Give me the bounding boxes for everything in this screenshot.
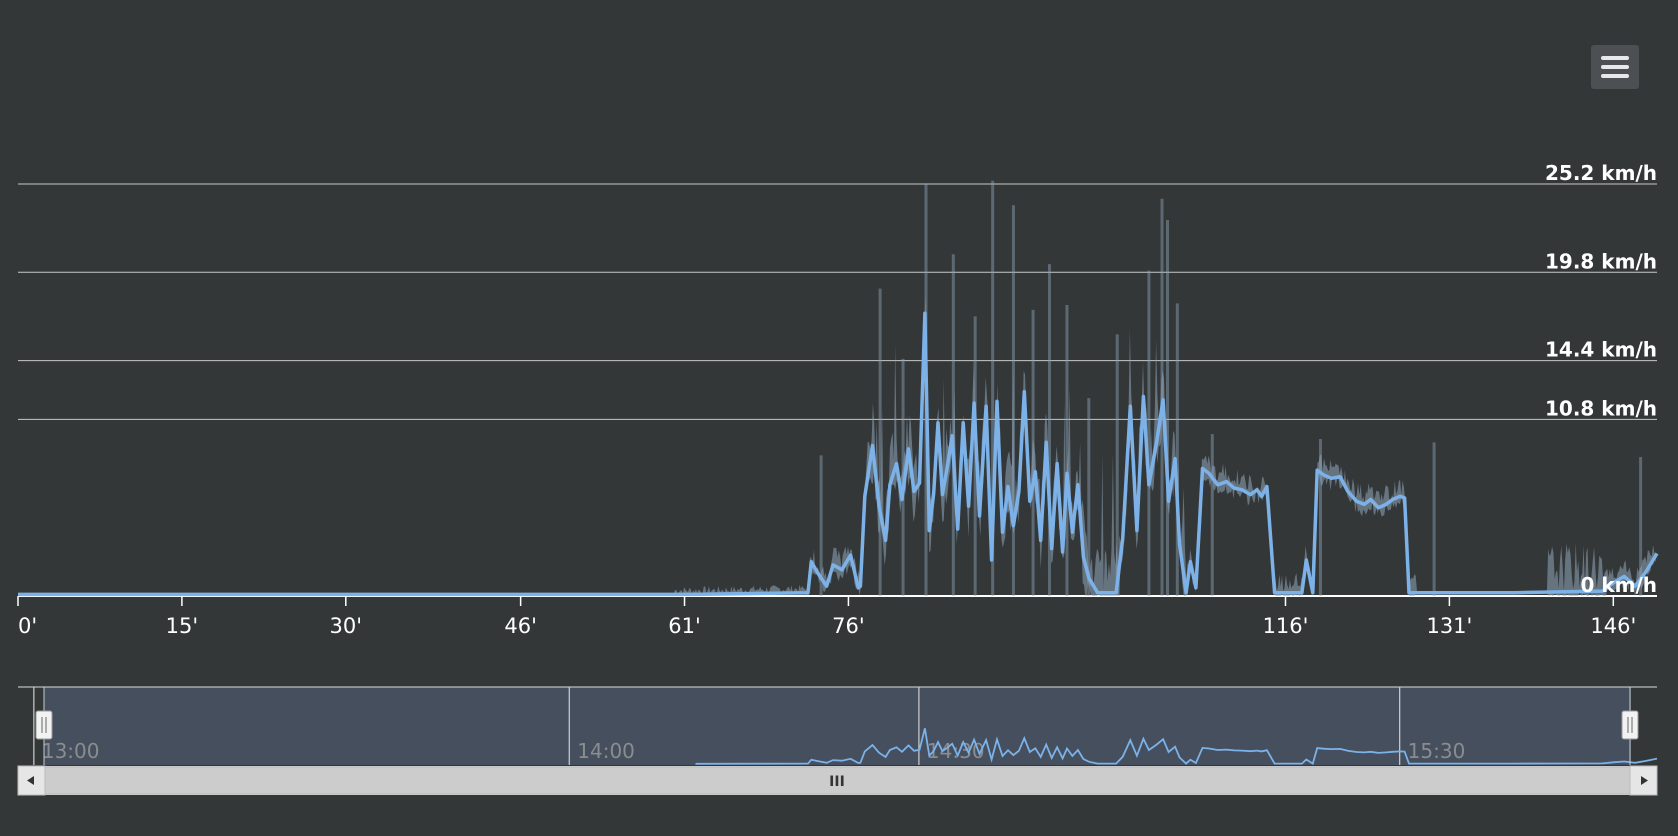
scrollbar[interactable]: III [17,765,1658,796]
x-tick-label: 46' [504,614,537,638]
y-tick-label: 25.2 km/h [1545,161,1657,185]
raw-speed-band [18,294,1656,596]
y-tick-label: 0 km/h [1580,573,1657,597]
navigator-time-label: 14:00 [577,739,635,763]
x-tick-label: 146' [1590,614,1636,638]
scrollbar-grip-icon: III [829,774,845,790]
x-tick-label: 116' [1263,614,1309,638]
y-tick-label: 14.4 km/h [1545,338,1657,362]
chart-menu-button[interactable] [1591,45,1639,89]
x-tick-label: 76' [832,614,865,638]
arrow-left-icon [27,776,34,785]
navigator[interactable]: 13:00 14:00 14:30 15:30 [18,686,1658,766]
x-tick-label: 30' [330,614,363,638]
y-tick-label: 10.8 km/h [1545,396,1657,420]
speed-line [18,311,1659,597]
hamburger-menu-icon-bar [1601,74,1629,78]
gridlines [18,183,1657,597]
y-axis-labels: 0 km/h 10.8 km/h 14.4 km/h 19.8 km/h 25.2 km… [1545,161,1657,597]
navigator-left-handle[interactable] [35,710,53,740]
x-axis: 0' 15' 30' 46' 61' 76' 116' 131' 146' [17,596,1636,638]
navigator-series-line [695,728,1658,766]
x-tick-label: 15' [166,614,199,638]
hamburger-menu-icon [1601,56,1629,60]
navigator-time-label: 13:00 [42,739,100,763]
x-tick-label: 61' [668,614,701,638]
y-tick-label: 19.8 km/h [1545,249,1657,273]
speed-series-line [18,311,1659,597]
x-tick-label: 0' [18,614,37,638]
hamburger-menu-icon-bar [1601,65,1629,69]
navigator-selected-range [44,687,1631,765]
arrow-right-icon [1641,776,1648,785]
raw-speed-area [18,180,1656,596]
navigator-time-label: 15:30 [1408,739,1466,763]
navigator-right-handle[interactable] [1621,710,1639,740]
x-tick-label: 131' [1426,614,1472,638]
